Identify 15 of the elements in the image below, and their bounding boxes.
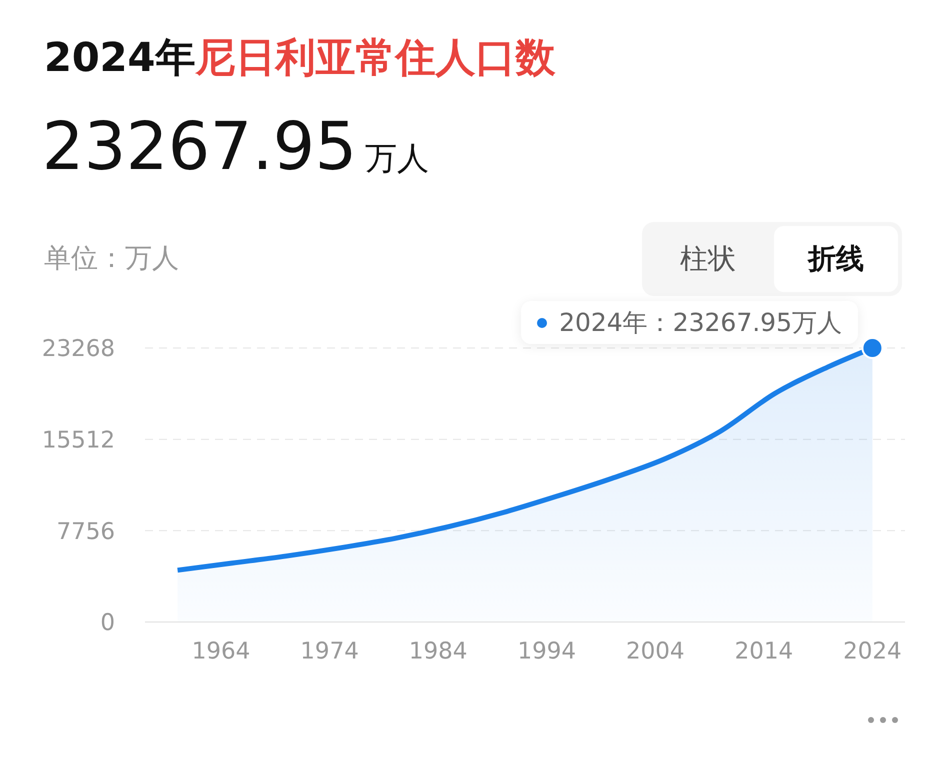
x-tick-label: 2004 xyxy=(626,638,685,664)
y-tick-label: 15512 xyxy=(42,428,115,454)
chart-title: 2024年尼日利亚常住人口数 xyxy=(44,35,556,81)
x-tick-label: 1994 xyxy=(517,638,576,664)
y-tick-label: 0 xyxy=(100,610,115,636)
x-tick-label: 2014 xyxy=(734,638,794,664)
x-tick-label: 1984 xyxy=(408,638,468,664)
view-toggle: 柱状 折线 xyxy=(642,222,902,296)
y-tick-label: 7756 xyxy=(56,518,115,545)
x-tick-label: 1964 xyxy=(192,638,250,664)
annotation: 2024年：23267.95万人 xyxy=(521,301,858,344)
x-tick-label: 2024 xyxy=(843,638,902,664)
y-axis-title: 单位：万人 xyxy=(44,242,179,276)
y-tick-label: 23268 xyxy=(42,336,115,362)
x-tick-label: 1974 xyxy=(300,638,359,664)
